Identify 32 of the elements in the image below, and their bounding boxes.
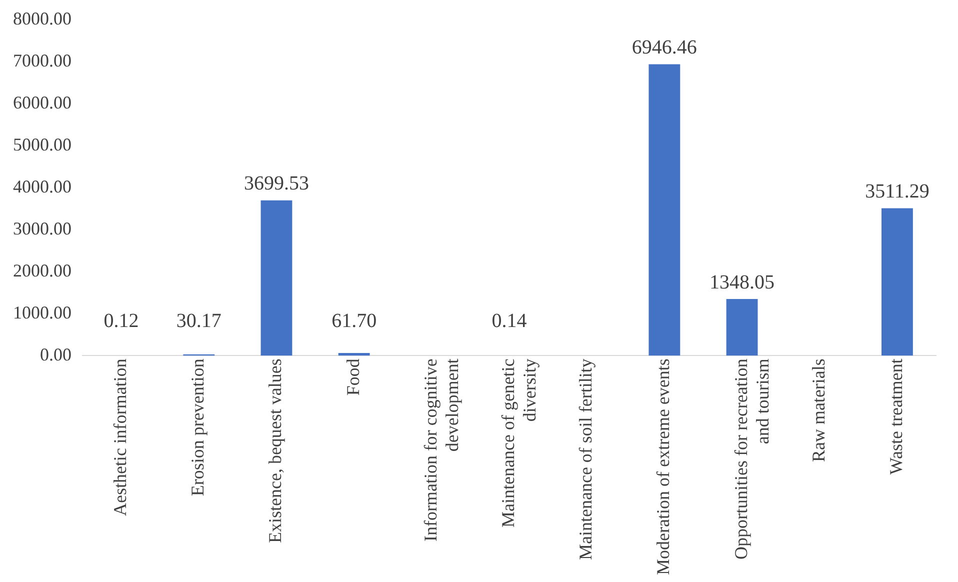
data-label: 3699.53 [244, 172, 309, 195]
bar [726, 299, 758, 356]
x-tick-label: Existence, bequest values [265, 358, 286, 544]
data-label: 30.17 [176, 310, 222, 332]
y-tick-label: 5000.00 [13, 134, 72, 155]
bar [881, 208, 913, 356]
data-label: 6946.46 [632, 36, 697, 58]
data-label: 1348.05 [710, 271, 775, 294]
x-tick-label: Opportunities for recreation and tourism [730, 358, 772, 560]
y-tick-label: 2000.00 [13, 260, 72, 280]
x-tick-label: Food [342, 358, 363, 396]
y-tick-label: 0.00 [40, 344, 72, 364]
x-tick-label: Erosion prevention [188, 358, 208, 496]
y-tick-label: 8000.00 [13, 8, 72, 29]
x-tick-label: Maintenance of soil fertility [576, 358, 596, 560]
y-tick-label: 6000.00 [13, 92, 72, 113]
x-tick-label: Raw materials [808, 358, 828, 462]
bar [260, 200, 292, 356]
x-tick-label: Information for cognitive development [420, 358, 462, 542]
x-tick-label: Moderation of extreme events [653, 358, 674, 575]
y-tick-label: 4000.00 [13, 176, 72, 197]
x-tick-label: Aesthetic information [110, 358, 130, 516]
data-label: 0.12 [104, 310, 139, 332]
data-label: 0.14 [492, 310, 527, 332]
data-label: 61.70 [332, 310, 377, 332]
bar [648, 64, 680, 356]
bar [338, 352, 370, 356]
y-tick-label: 7000.00 [13, 50, 72, 71]
y-tick-label: 3000.00 [13, 218, 72, 238]
y-tick-label: 1000.00 [13, 302, 72, 322]
data-label: 3511.29 [865, 180, 930, 203]
x-tick-label: Waste treatment [886, 358, 906, 475]
